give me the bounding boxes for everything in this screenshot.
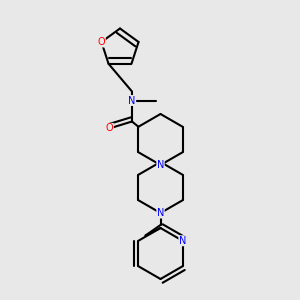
Text: N: N	[157, 208, 164, 218]
Text: O: O	[98, 37, 105, 47]
Text: N: N	[179, 236, 186, 246]
Text: O: O	[106, 123, 113, 134]
Text: N: N	[128, 95, 136, 106]
Text: N: N	[157, 160, 164, 170]
